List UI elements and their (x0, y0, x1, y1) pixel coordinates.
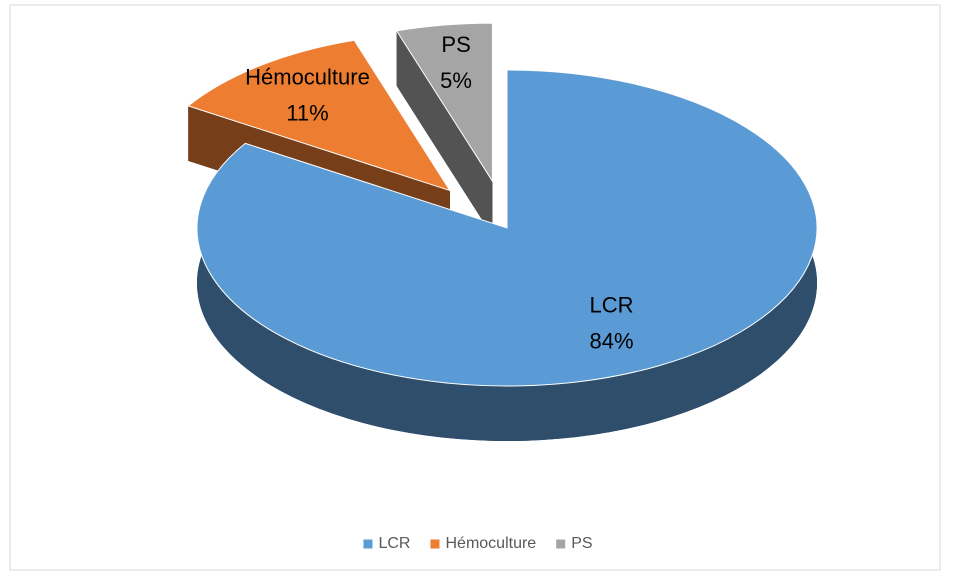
data-label-name: Hémoculture (245, 65, 370, 90)
slice-group (196, 69, 818, 441)
data-label-name: PS (441, 32, 470, 57)
legend-label: PS (571, 535, 592, 552)
data-label-name: LCR (590, 293, 634, 318)
legend-swatch (430, 539, 440, 549)
legend-swatch (363, 539, 373, 549)
slice (187, 39, 452, 192)
legend-label: LCR (378, 535, 410, 552)
data-label-value: 84% (590, 329, 634, 354)
slice-group (395, 22, 493, 237)
legend-swatch (556, 539, 566, 549)
slice (196, 69, 818, 387)
slice (395, 22, 493, 183)
legend: LCR Hémoculture PS (363, 535, 593, 552)
data-label-value: 5% (440, 68, 472, 93)
legend-label: Hémoculture (445, 535, 536, 552)
data-label-value: 11% (286, 101, 328, 126)
